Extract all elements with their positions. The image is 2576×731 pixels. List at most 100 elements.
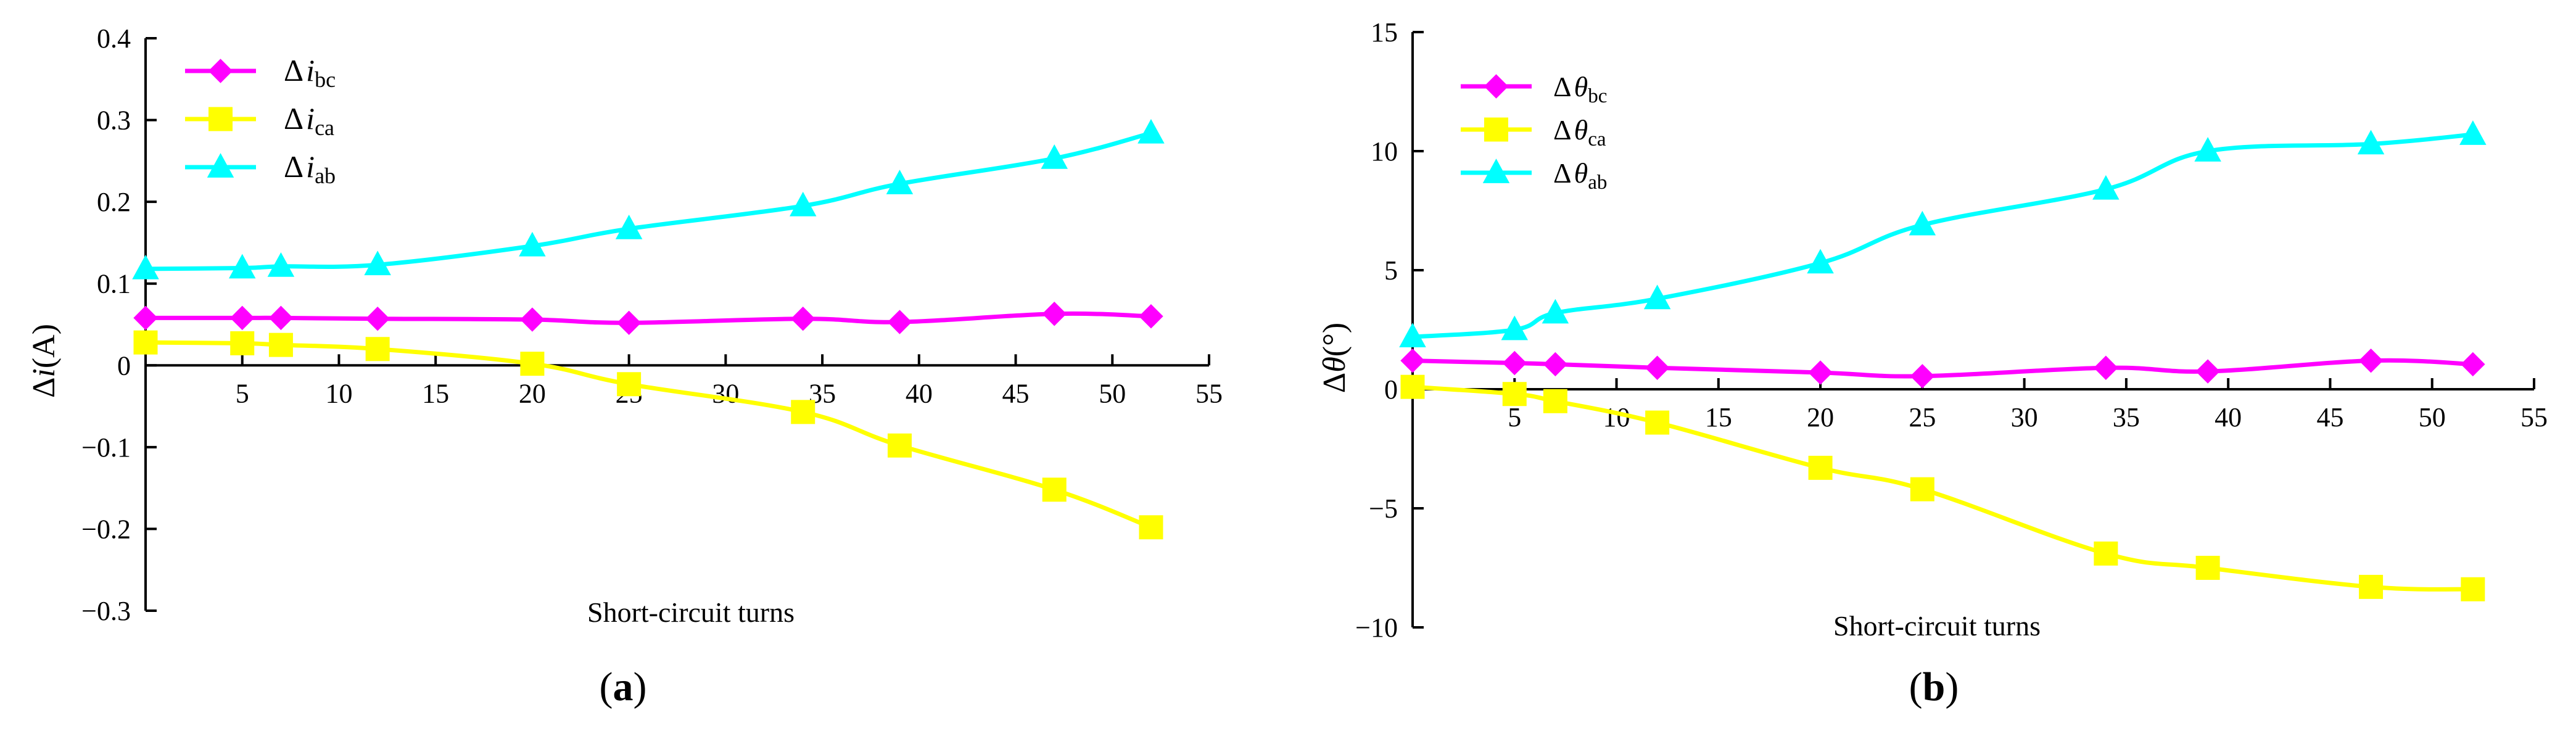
legend-var: i (306, 53, 315, 88)
data-point-bc (133, 305, 158, 331)
data-point-ab (364, 250, 391, 276)
legend-sub: ca (1588, 128, 1606, 151)
data-point-ca (2195, 556, 2220, 580)
legend-marker-ab (207, 153, 234, 178)
panel-label-letter: a (613, 664, 634, 709)
data-point-bc (365, 307, 390, 331)
series-line-ca (145, 340, 1152, 530)
data-point-ab (2092, 175, 2120, 200)
panel-label-b: (b) (1909, 664, 1959, 709)
data-point-ab (2194, 137, 2221, 162)
legend-label-bc: Δibc (284, 53, 336, 92)
data-point-ab (615, 214, 643, 239)
legend-delta: Δ (284, 101, 303, 136)
legend-delta: Δ (1553, 71, 1572, 102)
y-tick-label: 15 (1371, 17, 1398, 47)
legend-delta: Δ (284, 53, 303, 88)
data-point-bc (2461, 352, 2485, 377)
series-line-ab (145, 131, 1152, 271)
data-point-bc (2094, 355, 2118, 380)
x-axis-title: Short-circuit turns (587, 597, 795, 628)
data-point-bc (1042, 302, 1067, 326)
y-tick-label: −0.1 (81, 432, 131, 463)
y-tick-label: 0 (117, 350, 131, 381)
data-point-bc (520, 307, 545, 332)
y-tick-label: 0.1 (97, 269, 131, 299)
y-axis-title: Δi(A) (27, 324, 62, 398)
series-bc: Δθbc (1400, 71, 2485, 389)
data-point-ca (520, 352, 545, 376)
data-point-ca (887, 433, 912, 458)
y-axis-title-var: i (27, 368, 62, 377)
legend-label-bc: Δθbc (1553, 71, 1607, 107)
data-point-ca (230, 331, 255, 355)
data-point-ca (617, 372, 642, 397)
data-point-bc (1808, 360, 1833, 385)
legend-delta: Δ (1553, 157, 1572, 189)
data-point-bc (268, 305, 294, 331)
x-axis-title: Short-circuit turns (1833, 610, 2041, 642)
panel-label-close: ) (634, 664, 647, 709)
legend-label-ca: Δθca (1553, 114, 1606, 151)
data-point-ab (790, 191, 817, 217)
legend-marker-ab (1482, 159, 1510, 183)
data-point-bc (2358, 348, 2384, 373)
data-point-ca (1910, 477, 1934, 502)
x-tick-label: 5 (1508, 402, 1521, 432)
data-point-ab (1501, 315, 1529, 341)
data-point-bc (887, 310, 912, 334)
data-point-ab (228, 254, 256, 279)
y-tick-label: 0.3 (97, 105, 131, 136)
legend-marker-bc (208, 59, 233, 83)
legend-label-ca: Δica (284, 101, 334, 140)
legend-marker-bc (1484, 74, 1509, 99)
x-tick-label: 5 (236, 378, 249, 408)
x-tick-label: 30 (2011, 402, 2038, 432)
y-tick-label: 0 (1384, 374, 1398, 405)
data-point-ab (1807, 249, 1834, 274)
panel-label-close: ) (1945, 664, 1959, 709)
y-axis-title-delta: Δ (1317, 373, 1352, 393)
y-tick-label: 10 (1371, 136, 1398, 167)
x-tick-label: 55 (1195, 378, 1223, 408)
data-point-ab (1041, 144, 1068, 169)
data-point-bc (1502, 350, 1527, 376)
legend-var: i (306, 101, 315, 136)
data-point-ab (1137, 118, 1165, 144)
legend-delta: Δ (1553, 114, 1572, 146)
data-point-ca (2094, 541, 2118, 566)
y-tick-label: 5 (1384, 255, 1398, 286)
x-tick-label: 45 (2316, 402, 2343, 432)
y-tick-label: −10 (1355, 613, 1398, 643)
panel-label-letter: b (1923, 664, 1946, 709)
data-point-ca (1645, 410, 1670, 435)
y-axis-title: Δθ(°) (1317, 323, 1352, 393)
data-point-ca (268, 332, 293, 357)
data-point-bc (1543, 352, 1568, 377)
data-point-bc (791, 307, 815, 331)
y-axis-title-delta: Δ (27, 378, 62, 398)
series-line-ab (1412, 132, 2474, 339)
legend-var: i (306, 149, 315, 184)
data-point-ca (791, 400, 815, 424)
legend-sub: ca (315, 115, 334, 140)
legend-delta: Δ (284, 149, 303, 184)
series-line-bc (145, 311, 1152, 325)
series-bc: Δibc (133, 53, 1163, 336)
y-axis-title-var: θ (1317, 357, 1352, 373)
legend-sub: ab (315, 163, 336, 188)
y-tick-label: 0.2 (97, 187, 131, 217)
series-ab: Δθab (1399, 120, 2487, 347)
data-point-bc (616, 310, 642, 336)
panel-label-open: ( (600, 664, 613, 709)
data-point-ca (1139, 515, 1163, 540)
panel-label-a: (a) (600, 664, 647, 709)
data-point-ca (1543, 389, 1567, 413)
data-point-ca (1042, 477, 1067, 502)
legend-sub: bc (1588, 85, 1607, 107)
chart-panel-a: −0.3−0.2−0.100.10.20.30.4510152025303540… (27, 23, 1223, 709)
legend-label-ab: Δθab (1553, 157, 1607, 194)
legend-sub: bc (315, 67, 336, 92)
